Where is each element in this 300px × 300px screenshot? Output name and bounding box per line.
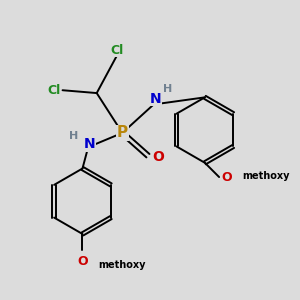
Text: Cl: Cl (47, 84, 61, 97)
Text: H: H (163, 84, 172, 94)
Text: O: O (77, 254, 88, 268)
Text: P: P (117, 125, 128, 140)
Text: methoxy: methoxy (242, 171, 290, 181)
Text: N: N (149, 92, 161, 106)
Text: O: O (221, 170, 232, 184)
Text: methoxy: methoxy (98, 260, 146, 270)
Text: O: O (152, 150, 164, 164)
Text: H: H (69, 131, 79, 141)
Text: Cl: Cl (110, 44, 123, 57)
Text: N: N (84, 137, 95, 151)
